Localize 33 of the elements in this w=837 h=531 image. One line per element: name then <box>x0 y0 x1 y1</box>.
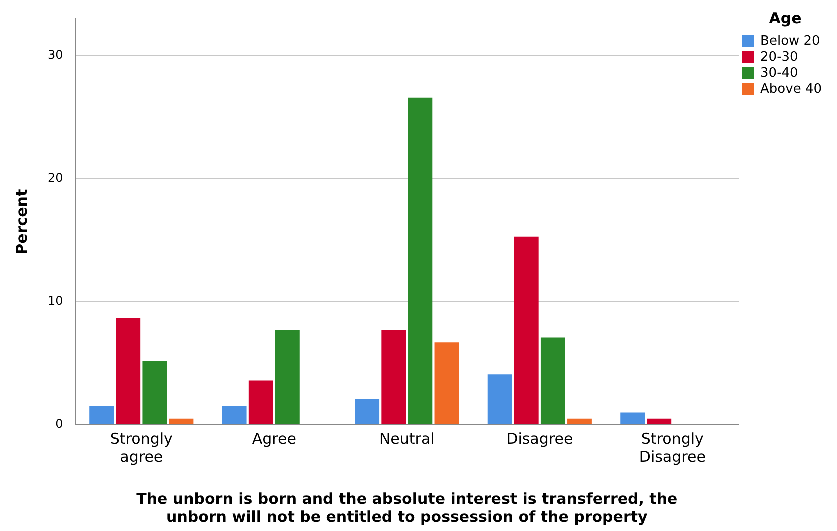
x-axis-title: The unborn is born and the absolute interest is transferred, the unborn will not be entitled to possession of the property <box>136 490 678 526</box>
bar <box>514 236 539 424</box>
bar <box>116 318 141 424</box>
bar <box>169 418 194 424</box>
x-tick-label: Strongly Disagree <box>639 430 706 466</box>
bar <box>222 406 247 424</box>
bar <box>275 330 300 424</box>
y-tick-label: 0 <box>56 417 64 432</box>
bar <box>355 399 380 424</box>
x-tick-label: Disagree <box>506 430 574 448</box>
legend-title: Age <box>769 9 802 28</box>
legend-label: 30-40 <box>760 66 798 81</box>
bar <box>248 380 274 424</box>
bar <box>620 412 646 424</box>
bar <box>408 98 433 424</box>
y-tick-label: 30 <box>48 48 64 62</box>
bar <box>647 418 672 424</box>
legend-label: 20-30 <box>760 50 798 65</box>
bar <box>540 338 566 424</box>
x-tick-label: Strongly agree <box>110 430 174 466</box>
legend-label: Below 20 <box>760 34 820 49</box>
x-tick-label: Neutral <box>379 430 435 448</box>
bar <box>90 406 114 424</box>
bar <box>568 418 592 424</box>
y-axis-title: Percent <box>12 189 31 255</box>
y-tick-label: 20 <box>48 171 64 186</box>
legend-label: Above 40 <box>760 82 822 97</box>
bar <box>142 361 168 424</box>
bar <box>434 342 460 424</box>
bar <box>488 374 512 424</box>
x-tick-label: Agree <box>252 430 296 448</box>
y-tick-label: 10 <box>48 294 64 308</box>
bar <box>382 330 406 424</box>
